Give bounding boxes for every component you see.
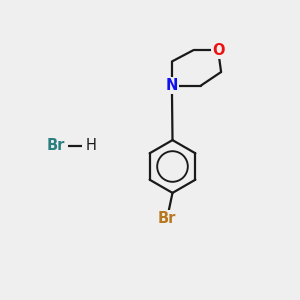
Text: N: N [166,78,178,93]
Text: H: H [85,138,96,153]
Text: Br: Br [46,138,65,153]
Text: O: O [212,43,224,58]
Text: Br: Br [158,211,176,226]
